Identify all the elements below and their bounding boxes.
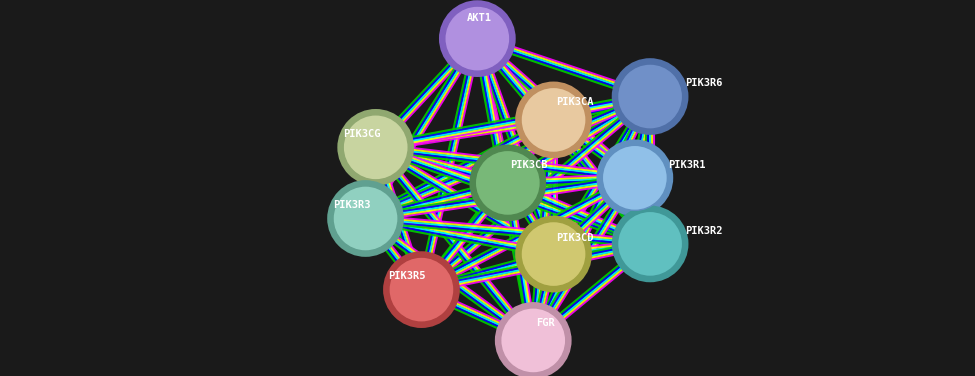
Circle shape bbox=[501, 308, 566, 373]
Circle shape bbox=[521, 87, 586, 152]
Text: PIK3CG: PIK3CG bbox=[343, 129, 380, 139]
Circle shape bbox=[597, 139, 673, 216]
Text: PIK3R2: PIK3R2 bbox=[684, 226, 722, 236]
Circle shape bbox=[617, 211, 682, 276]
Circle shape bbox=[328, 180, 404, 257]
Circle shape bbox=[515, 216, 592, 293]
Circle shape bbox=[337, 109, 414, 186]
Circle shape bbox=[611, 58, 688, 135]
Circle shape bbox=[617, 64, 682, 129]
Text: PIK3CA: PIK3CA bbox=[557, 97, 594, 107]
Circle shape bbox=[469, 144, 546, 221]
Circle shape bbox=[389, 257, 454, 322]
Text: FGR: FGR bbox=[536, 318, 555, 328]
Circle shape bbox=[515, 82, 592, 158]
Circle shape bbox=[495, 302, 571, 376]
Text: AKT1: AKT1 bbox=[467, 13, 491, 23]
Circle shape bbox=[333, 186, 398, 251]
Text: PIK3CB: PIK3CB bbox=[510, 160, 547, 170]
Text: PIK3R3: PIK3R3 bbox=[333, 200, 370, 210]
Circle shape bbox=[611, 206, 688, 282]
Text: PIK3R1: PIK3R1 bbox=[669, 160, 706, 170]
Circle shape bbox=[445, 6, 510, 71]
Circle shape bbox=[383, 251, 460, 328]
Text: PIK3R6: PIK3R6 bbox=[684, 78, 722, 88]
Circle shape bbox=[343, 115, 409, 180]
Circle shape bbox=[521, 221, 586, 287]
Circle shape bbox=[439, 0, 516, 77]
Text: PIK3R5: PIK3R5 bbox=[388, 271, 425, 281]
Circle shape bbox=[603, 145, 667, 210]
Text: PIK3CD: PIK3CD bbox=[557, 233, 594, 243]
Circle shape bbox=[475, 150, 540, 215]
